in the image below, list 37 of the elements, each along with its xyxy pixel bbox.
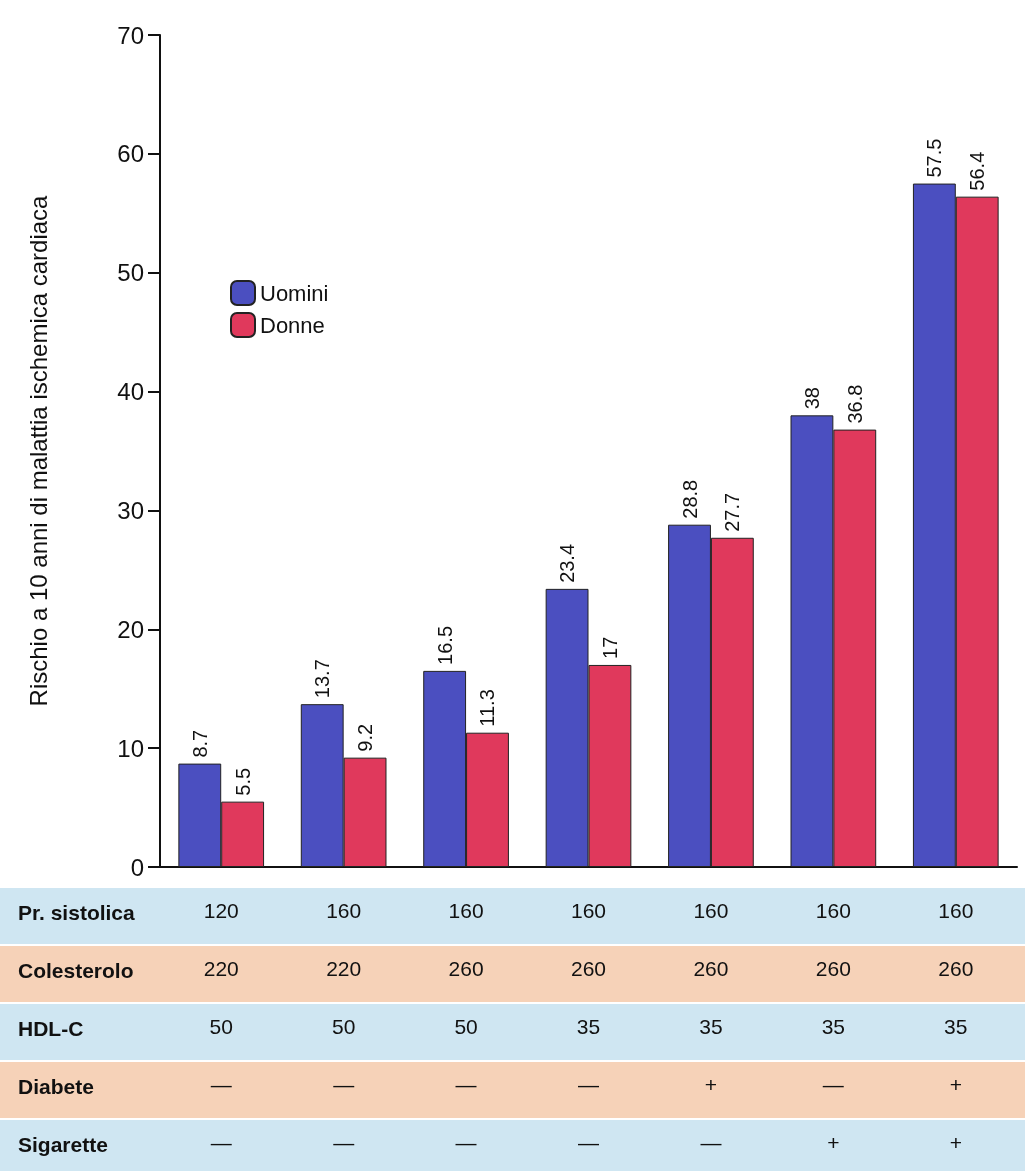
text: Pr. sistolica bbox=[18, 901, 136, 924]
y-tick-label: 20 bbox=[117, 615, 144, 643]
category-label: 160 260 35 — + bbox=[815, 898, 851, 1154]
data-label: 56.4 bbox=[966, 151, 989, 191]
legend-label: Donne bbox=[260, 312, 325, 338]
data-label: 17 bbox=[598, 636, 621, 659]
data-label: 36.8 bbox=[843, 384, 866, 424]
category-label: 120 220 50 — — bbox=[203, 898, 239, 1154]
text: Colesterolo bbox=[18, 959, 134, 982]
data-label: 23.4 bbox=[556, 543, 579, 583]
data-label: 27.7 bbox=[721, 492, 744, 532]
category-label: 160 260 50 — — bbox=[448, 898, 484, 1154]
y-axis-title: Rischio a 10 anni di malattia ischemica cardiaca bbox=[24, 194, 52, 707]
category-label: 160 260 35 + + bbox=[938, 898, 974, 1154]
text: Sigarette bbox=[18, 1133, 108, 1156]
data-label: 57.5 bbox=[923, 138, 946, 178]
legend-label: Uomini bbox=[260, 280, 329, 306]
y-tick-label: 10 bbox=[117, 734, 144, 762]
y-tick-label: 0 bbox=[130, 853, 144, 881]
y-tick-label: 70 bbox=[117, 21, 144, 49]
y-tick-label: 40 bbox=[117, 378, 144, 406]
text: Diabete bbox=[18, 1075, 94, 1098]
data-label: 5.5 bbox=[231, 767, 254, 796]
data-label: 11.3 bbox=[476, 689, 499, 727]
text: HDL-C bbox=[18, 1017, 84, 1040]
category-label: 160 260 35 + — bbox=[693, 898, 729, 1154]
data-label: 16.5 bbox=[433, 625, 456, 665]
data-label: 13.7 bbox=[311, 659, 334, 699]
data-label: 38 bbox=[800, 387, 823, 410]
category-label: 160 220 50 — — bbox=[326, 898, 362, 1154]
data-label: 8.7 bbox=[188, 729, 211, 758]
y-tick-label: 60 bbox=[117, 140, 144, 168]
y-tick-label: 30 bbox=[117, 496, 144, 524]
y-tick-label: 50 bbox=[117, 259, 144, 287]
category-label: 160 260 35 — — bbox=[570, 898, 607, 1154]
data-label: 9.2 bbox=[354, 723, 377, 752]
data-label: 28.8 bbox=[678, 479, 701, 519]
